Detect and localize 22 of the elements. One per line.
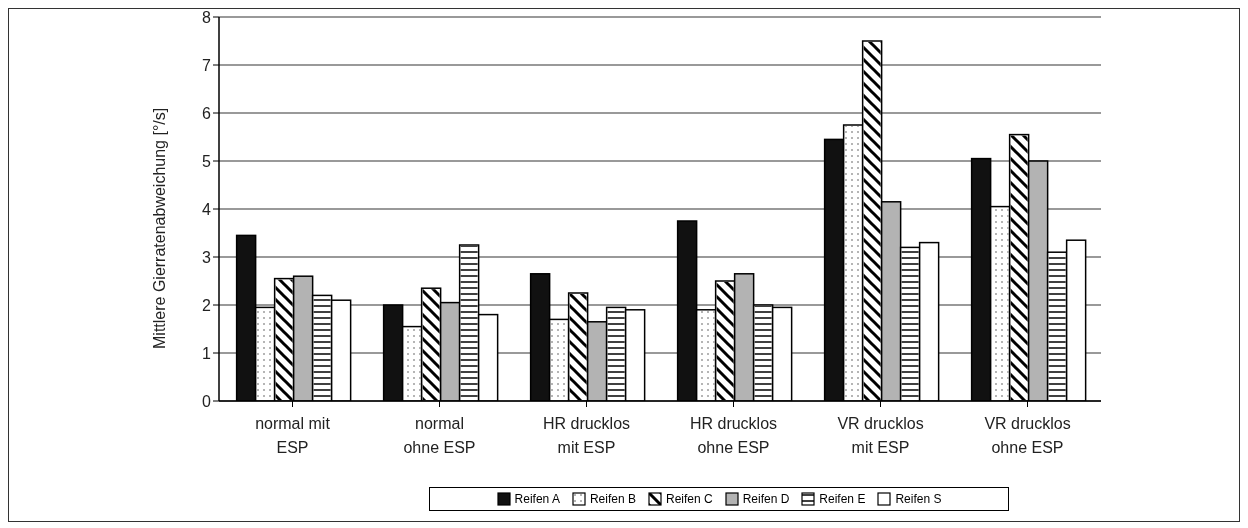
legend-label: Reifen E: [819, 492, 866, 506]
y-tick-label: 0: [202, 392, 212, 410]
legend-label: Reifen D: [742, 492, 790, 506]
x-tick-label: normal ohne ESP: [403, 415, 476, 456]
y-tick-label: 5: [202, 152, 212, 170]
legend-label: Reifen A: [514, 492, 560, 506]
x-tick-label: VR drucklos ohne ESP: [984, 415, 1071, 456]
legend-label: Reifen C: [665, 492, 713, 506]
x-tick-label: HR drucklos ohne ESP: [689, 415, 778, 456]
y-tick-label: 4: [202, 200, 212, 218]
y-tick-label: 6: [202, 104, 212, 122]
x-tick-label: HR drucklos mit ESP: [542, 415, 631, 456]
y-tick-label: 3: [202, 248, 212, 266]
y-tick-label: 7: [202, 56, 212, 74]
x-tick-label: normal mit ESP: [255, 415, 331, 456]
legend-label: Reifen B: [589, 492, 636, 506]
y-tick-label: 8: [202, 8, 212, 26]
y-tick-label: 1: [202, 344, 212, 362]
legend-label: Reifen S: [895, 492, 942, 506]
x-tick-label: VR drucklos mit ESP: [837, 415, 924, 456]
y-tick-label: 2: [202, 296, 212, 314]
y-axis-title: Mittlere Gierratenabweichung [°/s]: [150, 107, 168, 349]
